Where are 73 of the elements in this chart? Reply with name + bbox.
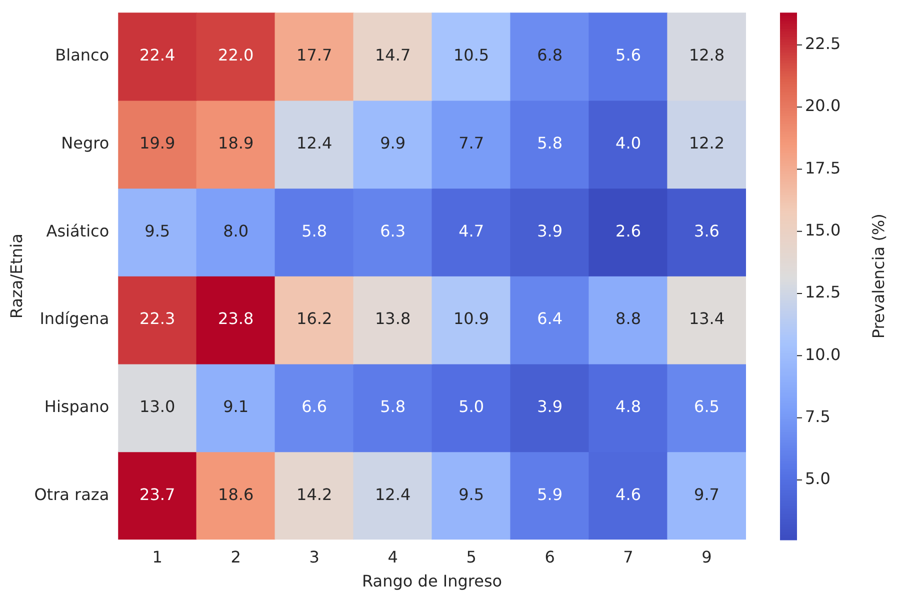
y-tick-label: Asiático bbox=[46, 221, 110, 240]
color-bar-label: 17.5 bbox=[805, 158, 841, 178]
data-label: 5.8 bbox=[537, 134, 563, 153]
data-label: 14.2 bbox=[296, 484, 332, 504]
data-label: 9.9 bbox=[380, 134, 406, 153]
data-label: 8.8 bbox=[616, 309, 641, 328]
color-bar-label: 12.5 bbox=[805, 282, 841, 302]
data-label: 4.0 bbox=[616, 134, 641, 153]
data-label: 9.1 bbox=[223, 397, 249, 416]
data-label: 3.9 bbox=[537, 221, 563, 240]
color-bar-label: 20.0 bbox=[805, 96, 841, 116]
x-tick-label: 4 bbox=[388, 547, 398, 566]
data-label: 12.2 bbox=[688, 134, 725, 153]
color-bar-title: Prevalencia (%) bbox=[869, 214, 888, 339]
data-label: 13.4 bbox=[688, 309, 725, 328]
data-label: 5.0 bbox=[458, 397, 484, 416]
color-bar-label: 7.5 bbox=[805, 406, 830, 426]
data-label: 18.6 bbox=[218, 484, 254, 504]
data-label: 4.6 bbox=[616, 484, 641, 504]
data-label: 7.7 bbox=[458, 134, 484, 153]
x-tick-label: 1 bbox=[152, 547, 162, 566]
color-bar-label: 22.5 bbox=[805, 34, 841, 54]
x-tick-label: 3 bbox=[309, 547, 320, 566]
data-label: 16.2 bbox=[296, 309, 332, 328]
y-tick-label: Otra raza bbox=[34, 484, 110, 504]
data-label: 22.4 bbox=[140, 46, 176, 65]
x-tick-label: 7 bbox=[623, 547, 634, 566]
color-bar-label: 15.0 bbox=[805, 220, 841, 240]
data-label: 3.6 bbox=[694, 221, 720, 240]
data-label: 13.0 bbox=[140, 397, 176, 416]
y-tick-label: Negro bbox=[61, 134, 110, 153]
x-tick-label: 6 bbox=[544, 547, 555, 566]
data-label: 2.6 bbox=[616, 221, 641, 240]
data-label: 23.8 bbox=[218, 309, 254, 328]
x-tick-label: 9 bbox=[702, 547, 712, 566]
y-axis-title: Raza/Etnia bbox=[6, 234, 26, 319]
data-label: 22.0 bbox=[218, 46, 254, 65]
x-tick-label: 2 bbox=[230, 547, 241, 566]
data-label: 9.5 bbox=[458, 484, 484, 504]
data-label: 22.3 bbox=[140, 309, 176, 328]
data-label: 10.5 bbox=[453, 46, 490, 65]
data-label: 6.6 bbox=[302, 397, 328, 416]
data-label: 10.9 bbox=[453, 309, 490, 328]
data-label: 6.5 bbox=[694, 397, 720, 416]
data-label: 5.8 bbox=[302, 221, 328, 240]
data-label: 9.7 bbox=[694, 484, 720, 504]
data-label: 8.0 bbox=[223, 221, 249, 240]
data-label: 5.8 bbox=[380, 397, 406, 416]
data-label: 12.8 bbox=[688, 46, 725, 65]
color-bar-label: 5.0 bbox=[805, 469, 830, 488]
x-axis-title: Rango de Ingreso bbox=[362, 572, 502, 591]
data-label: 12.4 bbox=[296, 134, 332, 153]
data-label: 5.9 bbox=[537, 484, 563, 504]
data-label: 4.8 bbox=[616, 397, 641, 416]
y-tick-label: Indígena bbox=[40, 309, 110, 328]
data-label: 6.8 bbox=[537, 46, 563, 65]
data-label: 6.4 bbox=[537, 309, 563, 328]
y-tick-label: Hispano bbox=[44, 397, 110, 416]
data-label: 14.7 bbox=[375, 46, 411, 65]
data-label: 23.7 bbox=[140, 484, 176, 504]
data-label: 6.3 bbox=[380, 221, 406, 240]
data-label: 4.7 bbox=[458, 221, 484, 240]
data-label: 19.9 bbox=[140, 134, 176, 153]
data-label: 9.5 bbox=[144, 221, 170, 240]
x-tick-label: 5 bbox=[466, 547, 476, 566]
color-bar-label: 10.0 bbox=[805, 344, 841, 364]
data-label: 3.9 bbox=[537, 397, 563, 416]
data-label: 18.9 bbox=[218, 134, 254, 153]
data-label: 17.7 bbox=[296, 46, 332, 65]
y-tick-label: Blanco bbox=[55, 46, 110, 65]
data-label: 12.4 bbox=[375, 484, 411, 504]
data-label: 5.6 bbox=[616, 46, 641, 65]
data-label: 13.8 bbox=[375, 309, 411, 328]
